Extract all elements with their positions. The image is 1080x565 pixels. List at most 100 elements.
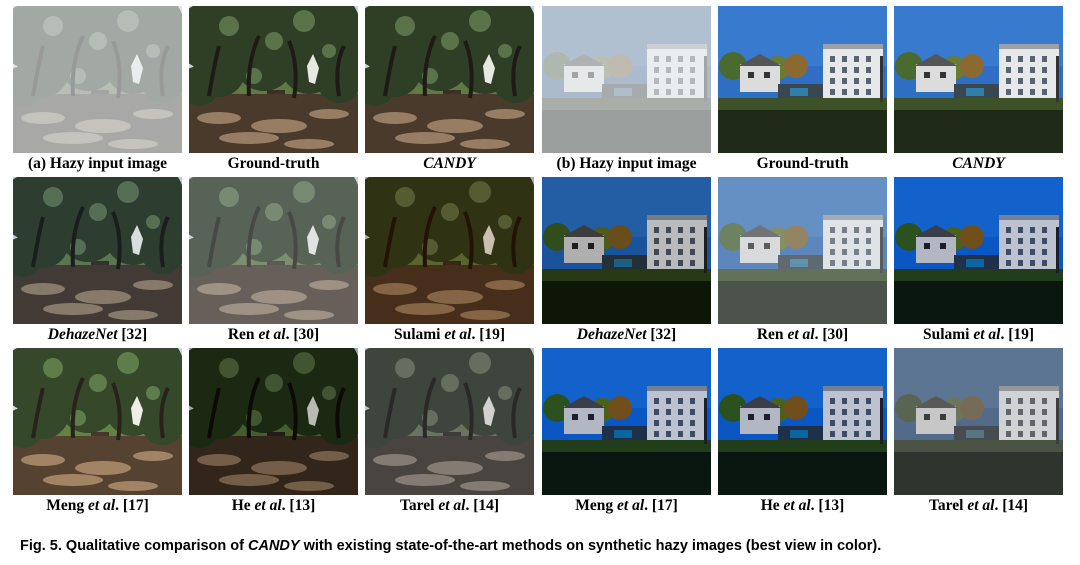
house-image — [894, 348, 1063, 495]
house-cell: Ren et al. [30] — [718, 177, 887, 348]
house-image — [894, 177, 1063, 324]
park-caption: Sulami et al. [19] — [359, 326, 540, 344]
caption-italic: DehazeNet — [47, 326, 118, 343]
caption-italic: CANDY — [423, 155, 476, 172]
house-cell: Sulami et al. [19] — [894, 177, 1063, 348]
house-image — [894, 6, 1063, 153]
caption-prefix: Ground-truth — [227, 155, 320, 172]
house-caption: CANDY — [888, 155, 1069, 173]
house-image — [718, 348, 887, 495]
park-cell: Ground-truth — [189, 6, 358, 177]
caption-italic: DehazeNet — [576, 326, 647, 343]
caption-prefix: Sulami — [922, 326, 974, 343]
park-cell: Sulami et al. [19] — [365, 177, 534, 348]
park-cell: Meng et al. [17] — [13, 348, 182, 519]
caption-prefix: (b) Hazy input image — [556, 155, 697, 172]
caption-italic: et al — [617, 497, 645, 514]
figure-caption: Fig. 5. Qualitative comparison of CANDY … — [20, 538, 1070, 554]
house-caption: Ren et al. [30] — [712, 326, 893, 344]
park-cell: (a) Hazy input image — [13, 6, 182, 177]
park-caption: Ground-truth — [183, 155, 364, 173]
park-caption: Meng et al. [17] — [7, 497, 188, 515]
park-caption: Tarel et al. [14] — [359, 497, 540, 515]
house-cell: DehazeNet [32] — [542, 177, 711, 348]
caption-italic: et al — [438, 497, 466, 514]
park-cell: Tarel et al. [14] — [365, 348, 534, 519]
caption-suffix: . [13] — [281, 497, 316, 514]
house-caption: Meng et al. [17] — [536, 497, 717, 515]
park-image — [13, 6, 182, 153]
caption-suffix: . [17] — [115, 497, 149, 514]
caption-prefix: Meng — [46, 497, 89, 514]
park-cell: CANDY — [365, 6, 534, 177]
caption-italic: CANDY — [952, 155, 1005, 172]
house-caption: (b) Hazy input image — [536, 155, 717, 173]
park-image — [365, 177, 534, 324]
house-caption: DehazeNet [32] — [536, 326, 717, 344]
house-image — [542, 6, 711, 153]
caption-italic: et al — [787, 326, 815, 343]
caption-suffix: . [14] — [465, 497, 500, 514]
house-image — [718, 177, 887, 324]
house-cell: Ground-truth — [718, 6, 887, 177]
caption-suffix: . [13] — [810, 497, 845, 514]
house-caption: Tarel et al. [14] — [888, 497, 1069, 515]
caption-italic: et al — [444, 326, 472, 343]
caption-italic: et al — [783, 497, 811, 514]
caption-suffix: . [19] — [471, 326, 506, 343]
park-caption: (a) Hazy input image — [7, 155, 188, 173]
caption-italic: et al — [88, 497, 116, 514]
park-image — [189, 177, 358, 324]
house-cell: He et al. [13] — [718, 348, 887, 519]
park-image — [189, 348, 358, 495]
house-image — [718, 6, 887, 153]
caption-prefix: Tarel — [928, 497, 968, 514]
park-caption: He et al. [13] — [183, 497, 364, 515]
caption-italic: et al — [254, 497, 282, 514]
caption-prefix: He — [760, 497, 784, 514]
caption-prefix: Ren — [227, 326, 259, 343]
caption-prefix: Sulami — [393, 326, 445, 343]
house-caption: Ground-truth — [712, 155, 893, 173]
park-cell: Ren et al. [30] — [189, 177, 358, 348]
park-image — [13, 177, 182, 324]
caption-suffix: . [14] — [994, 497, 1029, 514]
panel-a-park-grid: (a) Hazy input image Ground-truth CANDY … — [13, 6, 534, 519]
house-cell: Tarel et al. [14] — [894, 348, 1063, 519]
caption-suffix: [32] — [646, 326, 677, 343]
caption-italic: et al — [258, 326, 286, 343]
park-caption: Ren et al. [30] — [183, 326, 364, 344]
park-caption: CANDY — [359, 155, 540, 173]
house-image — [542, 177, 711, 324]
caption-italic: et al — [973, 326, 1001, 343]
caption-prefix: Ren — [756, 326, 788, 343]
caption-suffix: . [30] — [285, 326, 320, 343]
house-caption: He et al. [13] — [712, 497, 893, 515]
caption-suffix: . [30] — [814, 326, 849, 343]
caption-prefix: (a) Hazy input image — [27, 155, 168, 172]
figure-caption-prefix: Fig. 5. Qualitative comparison of — [20, 538, 249, 554]
park-image — [365, 348, 534, 495]
caption-prefix: He — [231, 497, 255, 514]
house-cell: (b) Hazy input image — [542, 6, 711, 177]
house-caption: Sulami et al. [19] — [888, 326, 1069, 344]
house-cell: CANDY — [894, 6, 1063, 177]
park-caption: DehazeNet [32] — [7, 326, 188, 344]
caption-prefix: Tarel — [399, 497, 439, 514]
house-image — [542, 348, 711, 495]
park-image — [189, 6, 358, 153]
caption-prefix: Meng — [575, 497, 618, 514]
caption-suffix: . [17] — [644, 497, 678, 514]
park-image — [13, 348, 182, 495]
house-cell: Meng et al. [17] — [542, 348, 711, 519]
caption-prefix: Ground-truth — [756, 155, 849, 172]
caption-suffix: [32] — [117, 326, 148, 343]
caption-suffix: . [19] — [1000, 326, 1035, 343]
caption-italic: et al — [967, 497, 995, 514]
park-cell: DehazeNet [32] — [13, 177, 182, 348]
park-image — [365, 6, 534, 153]
figure-caption-method: CANDY — [248, 538, 300, 554]
park-cell: He et al. [13] — [189, 348, 358, 519]
panel-b-house-grid: (b) Hazy input image Ground-truth — [542, 6, 1063, 519]
figure-caption-suffix: with existing state-of-the-art methods o… — [299, 538, 882, 554]
